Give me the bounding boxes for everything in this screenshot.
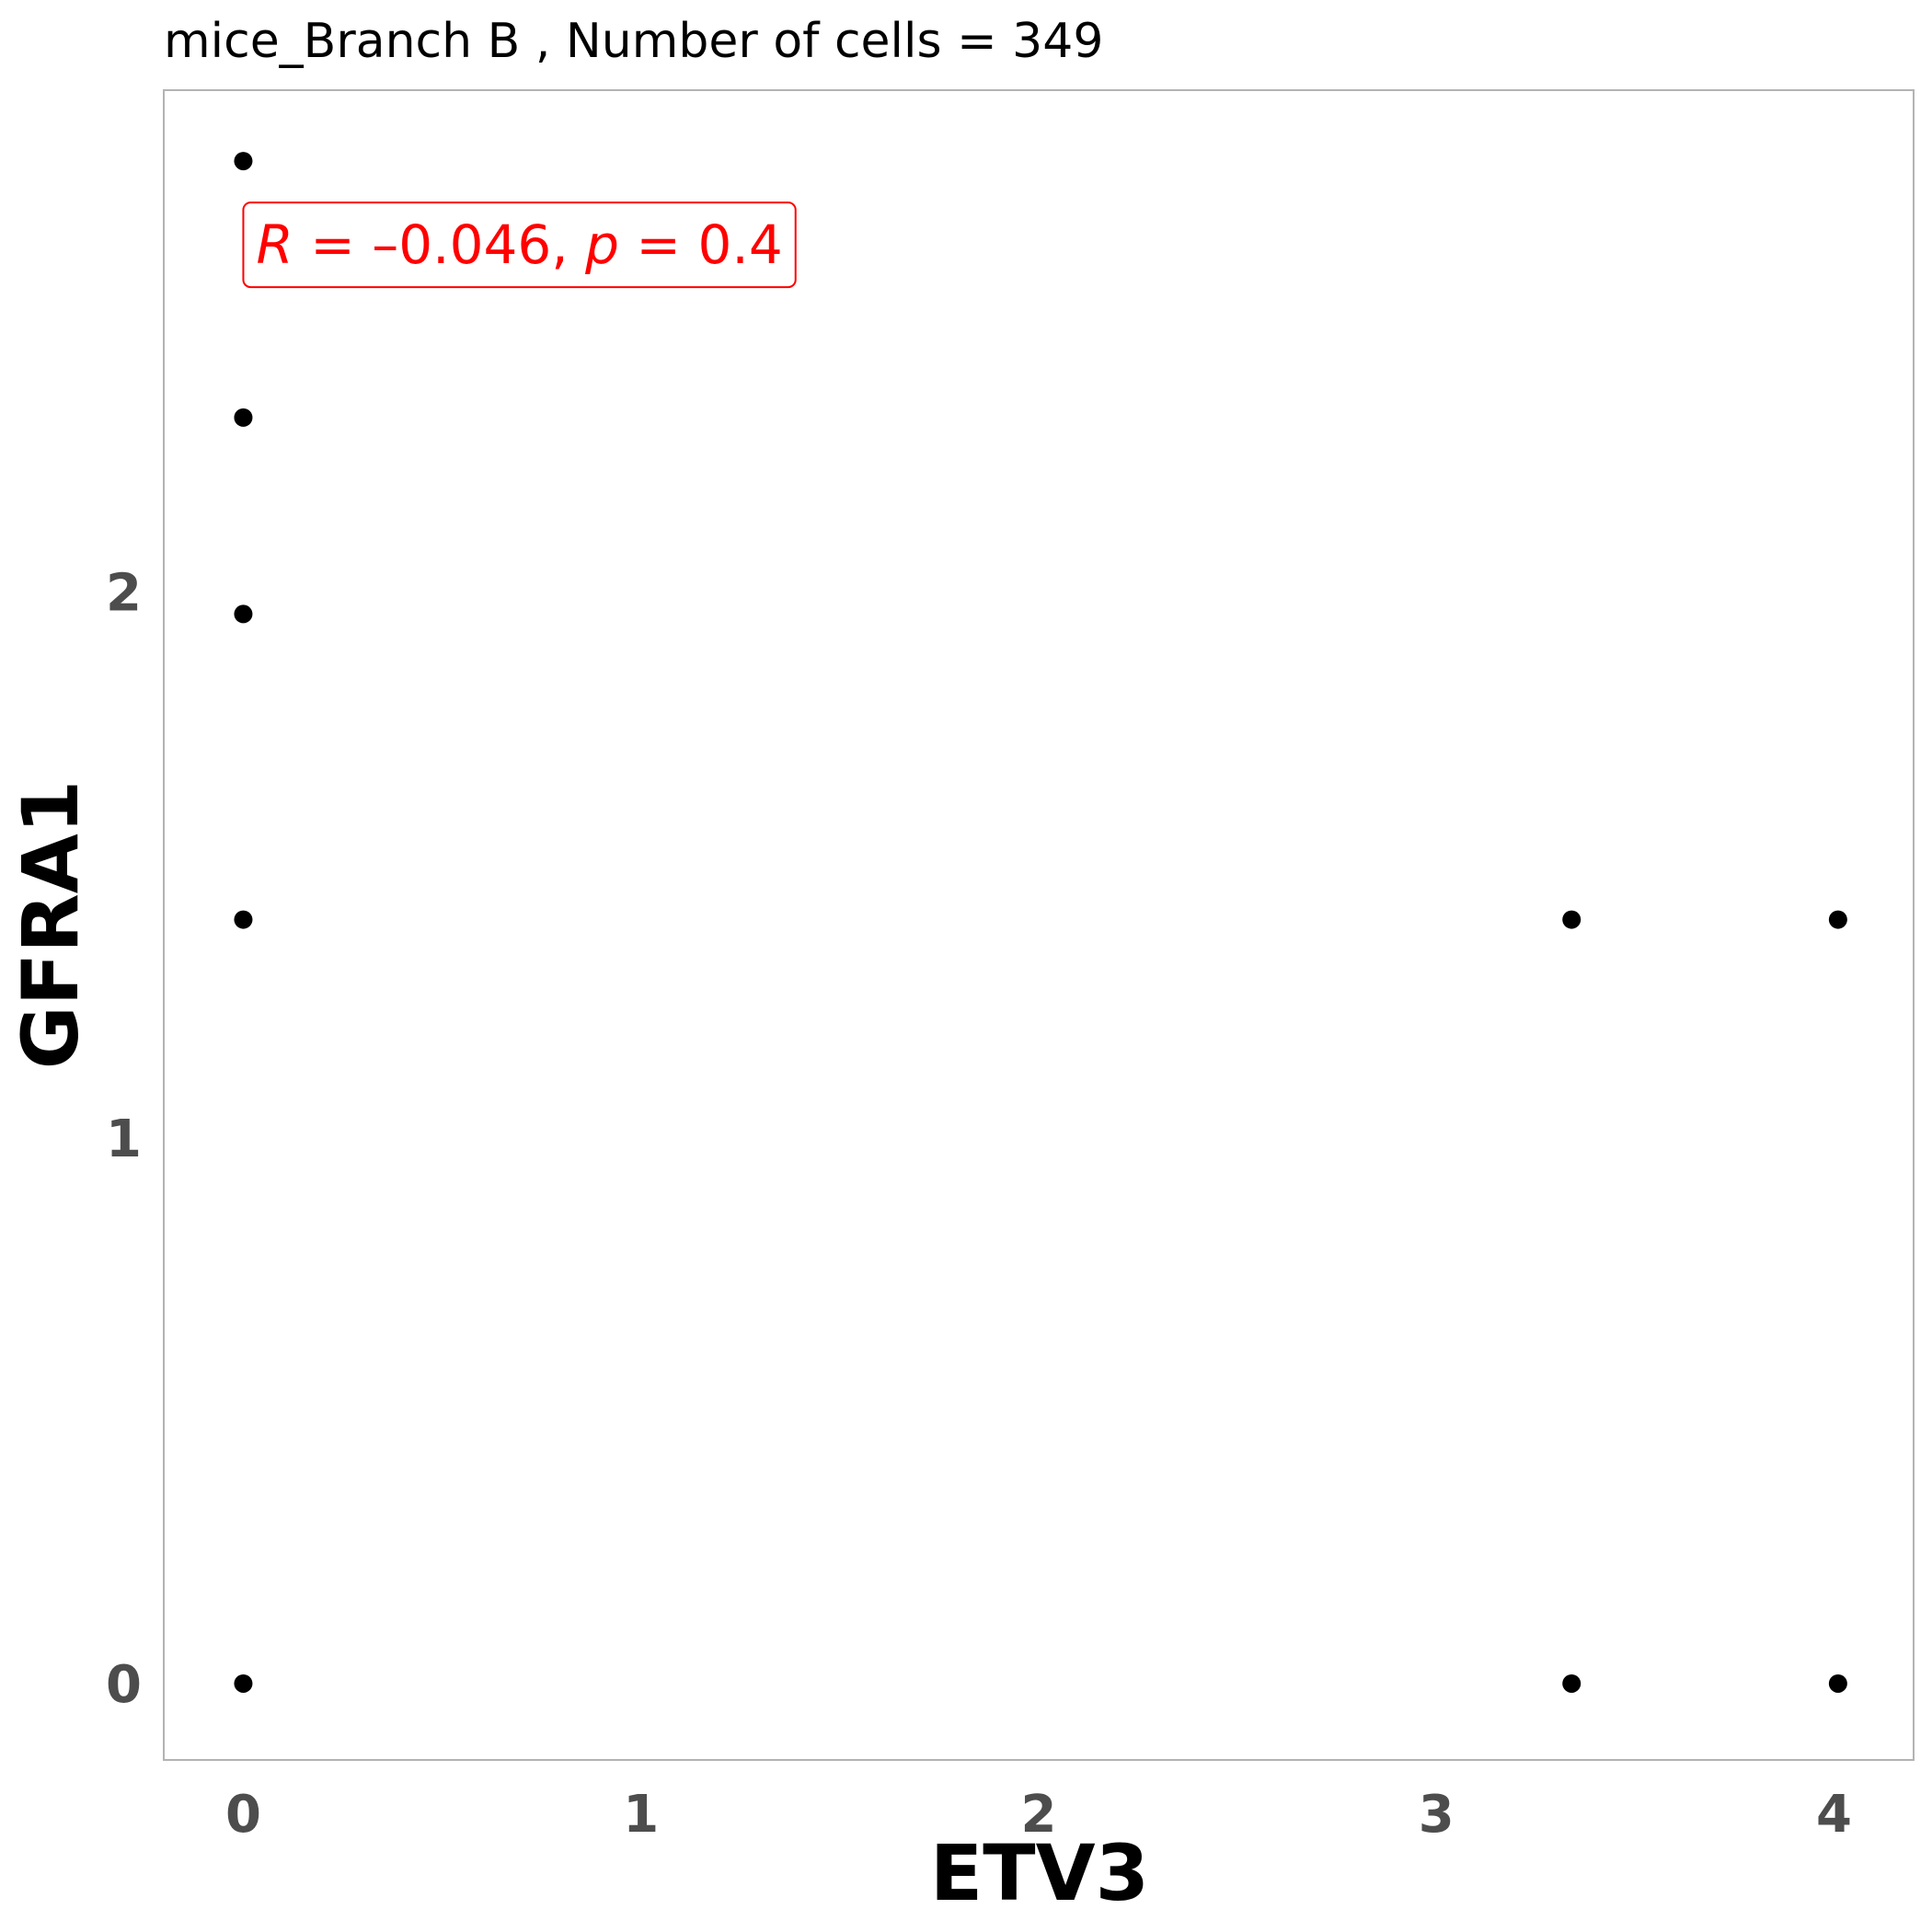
x-tick-label: 2 — [1021, 1785, 1057, 1845]
data-point — [234, 1673, 253, 1693]
p-equals: = — [619, 213, 697, 276]
y-axis-ticks: 0 1 2 — [106, 564, 142, 1715]
x-tick-label: 1 — [623, 1785, 659, 1845]
x-tick-label: 3 — [1419, 1785, 1455, 1845]
x-axis-title: ETV3 — [930, 1828, 1149, 1918]
annotation-separator: , — [551, 213, 585, 276]
data-point — [1828, 910, 1847, 929]
r-symbol: R — [256, 213, 293, 276]
y-axis-title: GFRA1 — [6, 780, 96, 1069]
p-value: 0.4 — [697, 213, 782, 276]
x-tick-label: 0 — [225, 1785, 261, 1845]
p-symbol: p — [584, 213, 619, 276]
data-points — [234, 152, 1847, 1693]
data-point — [1562, 910, 1581, 929]
plot-panel — [163, 89, 1915, 1761]
x-axis-ticks: 0 1 2 3 4 — [225, 1785, 1852, 1845]
y-tick-label: 0 — [106, 1655, 142, 1715]
data-point — [234, 604, 253, 624]
r-value: –0.046 — [372, 213, 551, 276]
x-tick-label: 4 — [1816, 1785, 1852, 1845]
data-point — [234, 152, 253, 171]
y-tick-label: 1 — [106, 1110, 142, 1169]
r-equals: = — [293, 213, 372, 276]
y-tick-label: 2 — [106, 564, 142, 624]
annotation-box — [242, 201, 797, 289]
data-point — [1828, 1673, 1847, 1693]
data-point — [234, 910, 253, 929]
chart-title: mice_Branch B , Number of cells = 349 — [164, 14, 1103, 69]
data-point — [1562, 1673, 1581, 1693]
annotation-text: R = –0.046, p = 0.4 — [256, 213, 782, 276]
data-point — [234, 408, 253, 427]
correlation-annotation: R = –0.046, p = 0.4 — [242, 201, 797, 289]
